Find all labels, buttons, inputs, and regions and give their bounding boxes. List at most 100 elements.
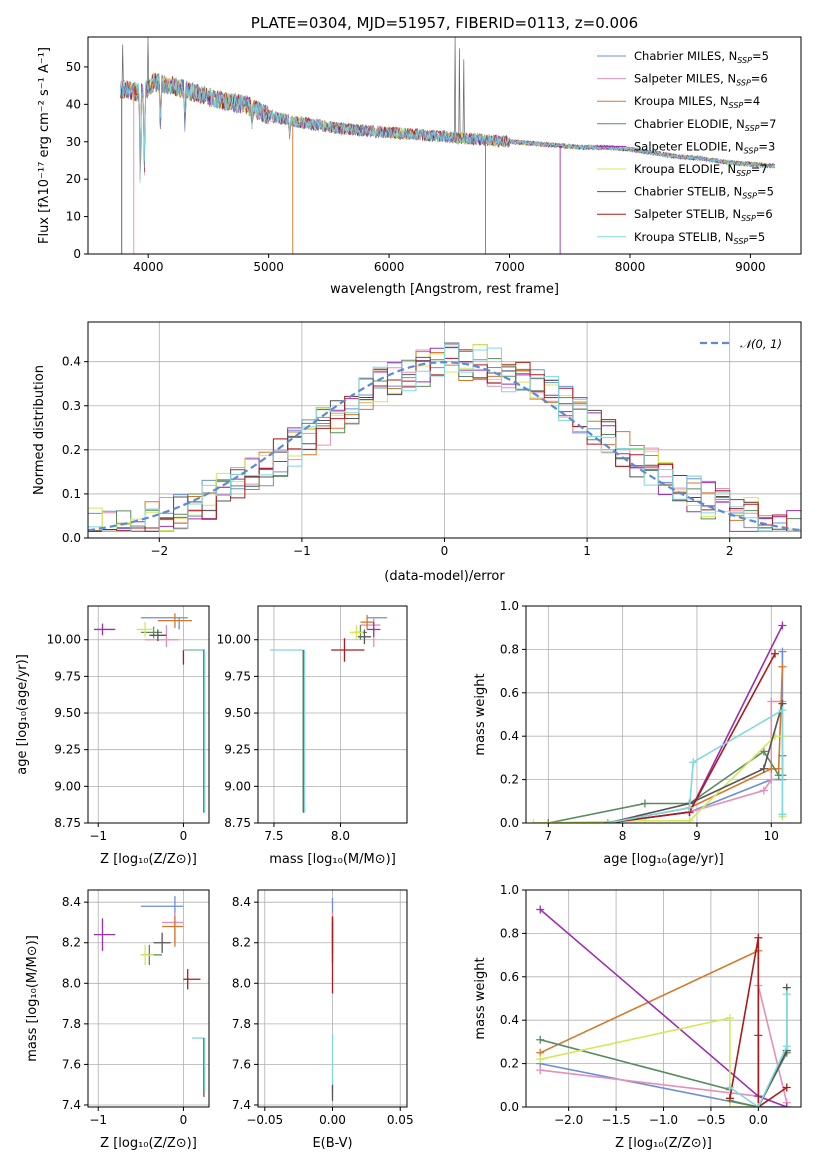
x-tick-label: −1.5 [602,1113,631,1127]
y-tick-label: 0.2 [500,773,519,787]
y-axis-label: age [log₁₀(age/yr)] [15,654,30,775]
y-tick-label: 7.4 [232,1098,251,1112]
series-point-salpeter_elodie [536,905,545,914]
spectrum-panel: 4000 5000 6000 7000 8000 9000 0 10 20 30 40 50 wavel… [37,14,802,297]
y-tick-label: 8.0 [62,976,81,990]
series-point-salpeter_stelib [754,933,763,942]
y-tick-label: 0.4 [62,355,81,369]
x-tick-label: 5000 [253,260,284,274]
series-line-salpeter_stelib [607,653,776,823]
y-tick-label: 10.00 [47,633,81,647]
age_vs_Z-marks [93,613,206,813]
x-tick-label: 7000 [494,260,525,274]
y-tick-label: 0.0 [500,816,519,830]
normal-curve [88,360,801,532]
series-point-salpeter_stelib [782,1083,791,1092]
y-tick-label: 8.4 [232,895,251,909]
series-point-salpeter_miles [767,775,776,784]
y-tick-label: 30 [66,135,81,149]
series-line-kroupa_stelib [729,994,788,1107]
mass_vs_ebv-panel: −0.05 0.00 0.05 7.4 7.6 7.8 8.0 8.2 8.4 E(B-V) [232,889,414,1151]
legend-entry-kroupa_stelib: Kroupa STELIB, NSSP=5 [634,230,765,246]
legend-entry-chabrier_elodie: Chabrier ELODIE, NSSP=7 [634,117,776,133]
series-point-salpeter_stelib [725,1094,734,1103]
x-tick-label: 4000 [133,260,164,274]
x-axis-label: Z [log₁₀(Z/Z⊙)] [615,1136,712,1151]
y-tick-label: 9.75 [54,669,81,683]
age_vs_Z-panel: −1 0 8.75 9.00 9.25 9.50 9.75 10.00 Z [log₁₀(Z/Z… [15,605,210,867]
y-tick-label: 9.25 [54,743,81,757]
y-tick-label: 0.4 [500,729,519,743]
y-tick-label: 0.6 [500,686,519,700]
y-tick-label: 0.0 [62,531,81,545]
y-tick-label: 10.00 [217,633,251,647]
spectrum-line-kroupa_stelib [120,72,775,184]
y-tick-label: 8.4 [62,895,81,909]
legend-entry-salpeter_stelib: Salpeter STELIB, NSSP=6 [634,207,773,223]
y-axis-label: mass [log₁₀(M/M⊙)] [25,935,40,1062]
y-tick-label: 50 [66,60,81,74]
x-tick-label: 7 [544,829,552,843]
y-tick-label: 40 [66,97,81,111]
y-tick-label: 7.4 [62,1098,81,1112]
legend-entry-kroupa_elodie: Kroupa ELODIE, NSSP=7 [634,162,768,178]
series-point-kroupa_stelib [778,706,787,715]
x-tick-label: −0.5 [696,1113,725,1127]
y-axis-label: mass weight [473,957,488,1039]
age_vs_mass-panel: 7.5 8.0 8.75 9.00 9.25 9.50 9.75 10.00 mass [log… [217,605,408,867]
x-tick-label: −2.0 [554,1113,583,1127]
series-line-kroupa_elodie [540,1017,759,1107]
y-tick-label: 8.2 [232,936,251,950]
y-tick-label: 7.8 [62,1017,81,1031]
series-point-chabrier_elodie [759,747,768,756]
x-tick-label: 7.5 [264,829,283,843]
x-tick-label: 0.05 [387,1113,414,1127]
x-tick-label: 9 [693,829,701,843]
y-tick-label: 9.50 [54,706,81,720]
y-tick-label: 7.8 [232,1017,251,1031]
series-point-chabrier_miles [778,647,787,656]
series-point-kroupa_miles [778,662,787,671]
y-tick-label: 0 [73,247,81,261]
mass_vs_Z-panel: −1 0 7.4 7.6 7.8 8.0 8.2 8.4 Z [log₁₀(Z/Z⊙)] mass… [25,889,210,1151]
y-tick-label: 9.00 [54,779,81,793]
series-point-kroupa_stelib [725,1083,734,1092]
x-axis-label: Z [log₁₀(Z/Z⊙)] [100,852,197,867]
histogram-chabrier_stelib [88,346,801,532]
y-tick-label: 0.4 [500,1013,519,1027]
series-point-chabrier_elodie [536,1035,545,1044]
series-point-kroupa_stelib [782,990,791,999]
x-axis-label: mass [log₁₀(M/M⊙)] [269,852,396,867]
y-tick-label: 8.0 [232,976,251,990]
y-tick-label: 9.50 [224,706,251,720]
series-point-kroupa_elodie [725,1014,734,1023]
age_vs_mass-marks [269,614,388,813]
y-tick-label: 8.75 [54,816,81,830]
axes-frame [525,889,802,1108]
y-tick-label: 10 [66,210,81,224]
legend-entry-salpeter_miles: Salpeter MILES, NSSP=6 [634,72,768,88]
series-point-salpeter_stelib [770,649,779,658]
axes-frame [525,605,802,824]
series-point-kroupa_elodie [725,1103,734,1107]
x-tick-label: 0.00 [319,1113,346,1127]
series-line-salpeter_stelib [729,937,788,1107]
x-tick-label: −1 [293,544,311,558]
spectrum-line-chabrier_miles [120,77,775,169]
y-tick-label: 0.2 [500,1057,519,1071]
legend-entry-chabrier_miles: Chabrier MILES, NSSP=5 [634,49,769,65]
series-point-kroupa_stelib [689,758,698,767]
x-tick-label: 0 [180,829,188,843]
y-tick-label: 9.00 [224,779,251,793]
y-axis-label: mass weight [473,673,488,755]
y-tick-label: 0.2 [62,443,81,457]
x-tick-label: −1.0 [649,1113,678,1127]
axes-frame [87,889,210,1108]
y-tick-label: 0.8 [500,926,519,940]
x-tick-label: 1 [583,544,591,558]
x-tick-label: 9000 [735,260,766,274]
x-axis-label: wavelength [Angstrom, rest frame] [330,282,559,297]
series-point-salpeter_miles [536,1066,545,1075]
x-tick-label: 8000 [615,260,646,274]
